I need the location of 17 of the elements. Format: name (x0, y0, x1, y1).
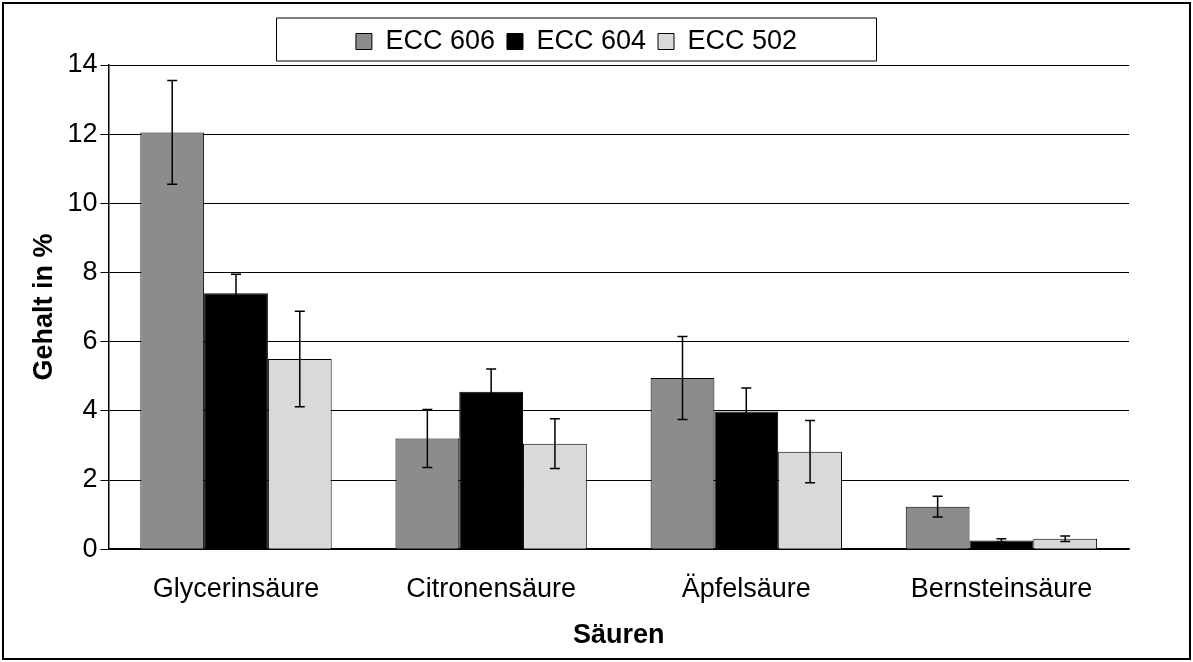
legend-label: ECC 606 (385, 24, 495, 55)
y-tick-label: 12 (67, 117, 98, 148)
legend-label: ECC 502 (687, 24, 798, 55)
y-tick-label: 2 (82, 463, 98, 494)
y-tick-label: 10 (67, 186, 98, 217)
x-tick-label: Citronensäure (406, 572, 576, 603)
legend-label: ECC 604 (536, 24, 647, 55)
y-tick-label: 6 (82, 325, 98, 356)
x-tick-label: Bernsteinsäure (910, 572, 1093, 603)
y-tick-label: 14 (67, 48, 98, 79)
y-tick-label: 0 (82, 532, 98, 563)
x-axis-title: Säuren (572, 619, 665, 650)
y-tick-label: 8 (82, 255, 98, 286)
y-tick-label: 4 (82, 394, 98, 425)
y-axis-title: Gehalt in % (27, 233, 58, 381)
x-tick-label: Äpfelsäure (681, 572, 811, 603)
x-tick-label: Glycerinsäure (152, 572, 320, 603)
